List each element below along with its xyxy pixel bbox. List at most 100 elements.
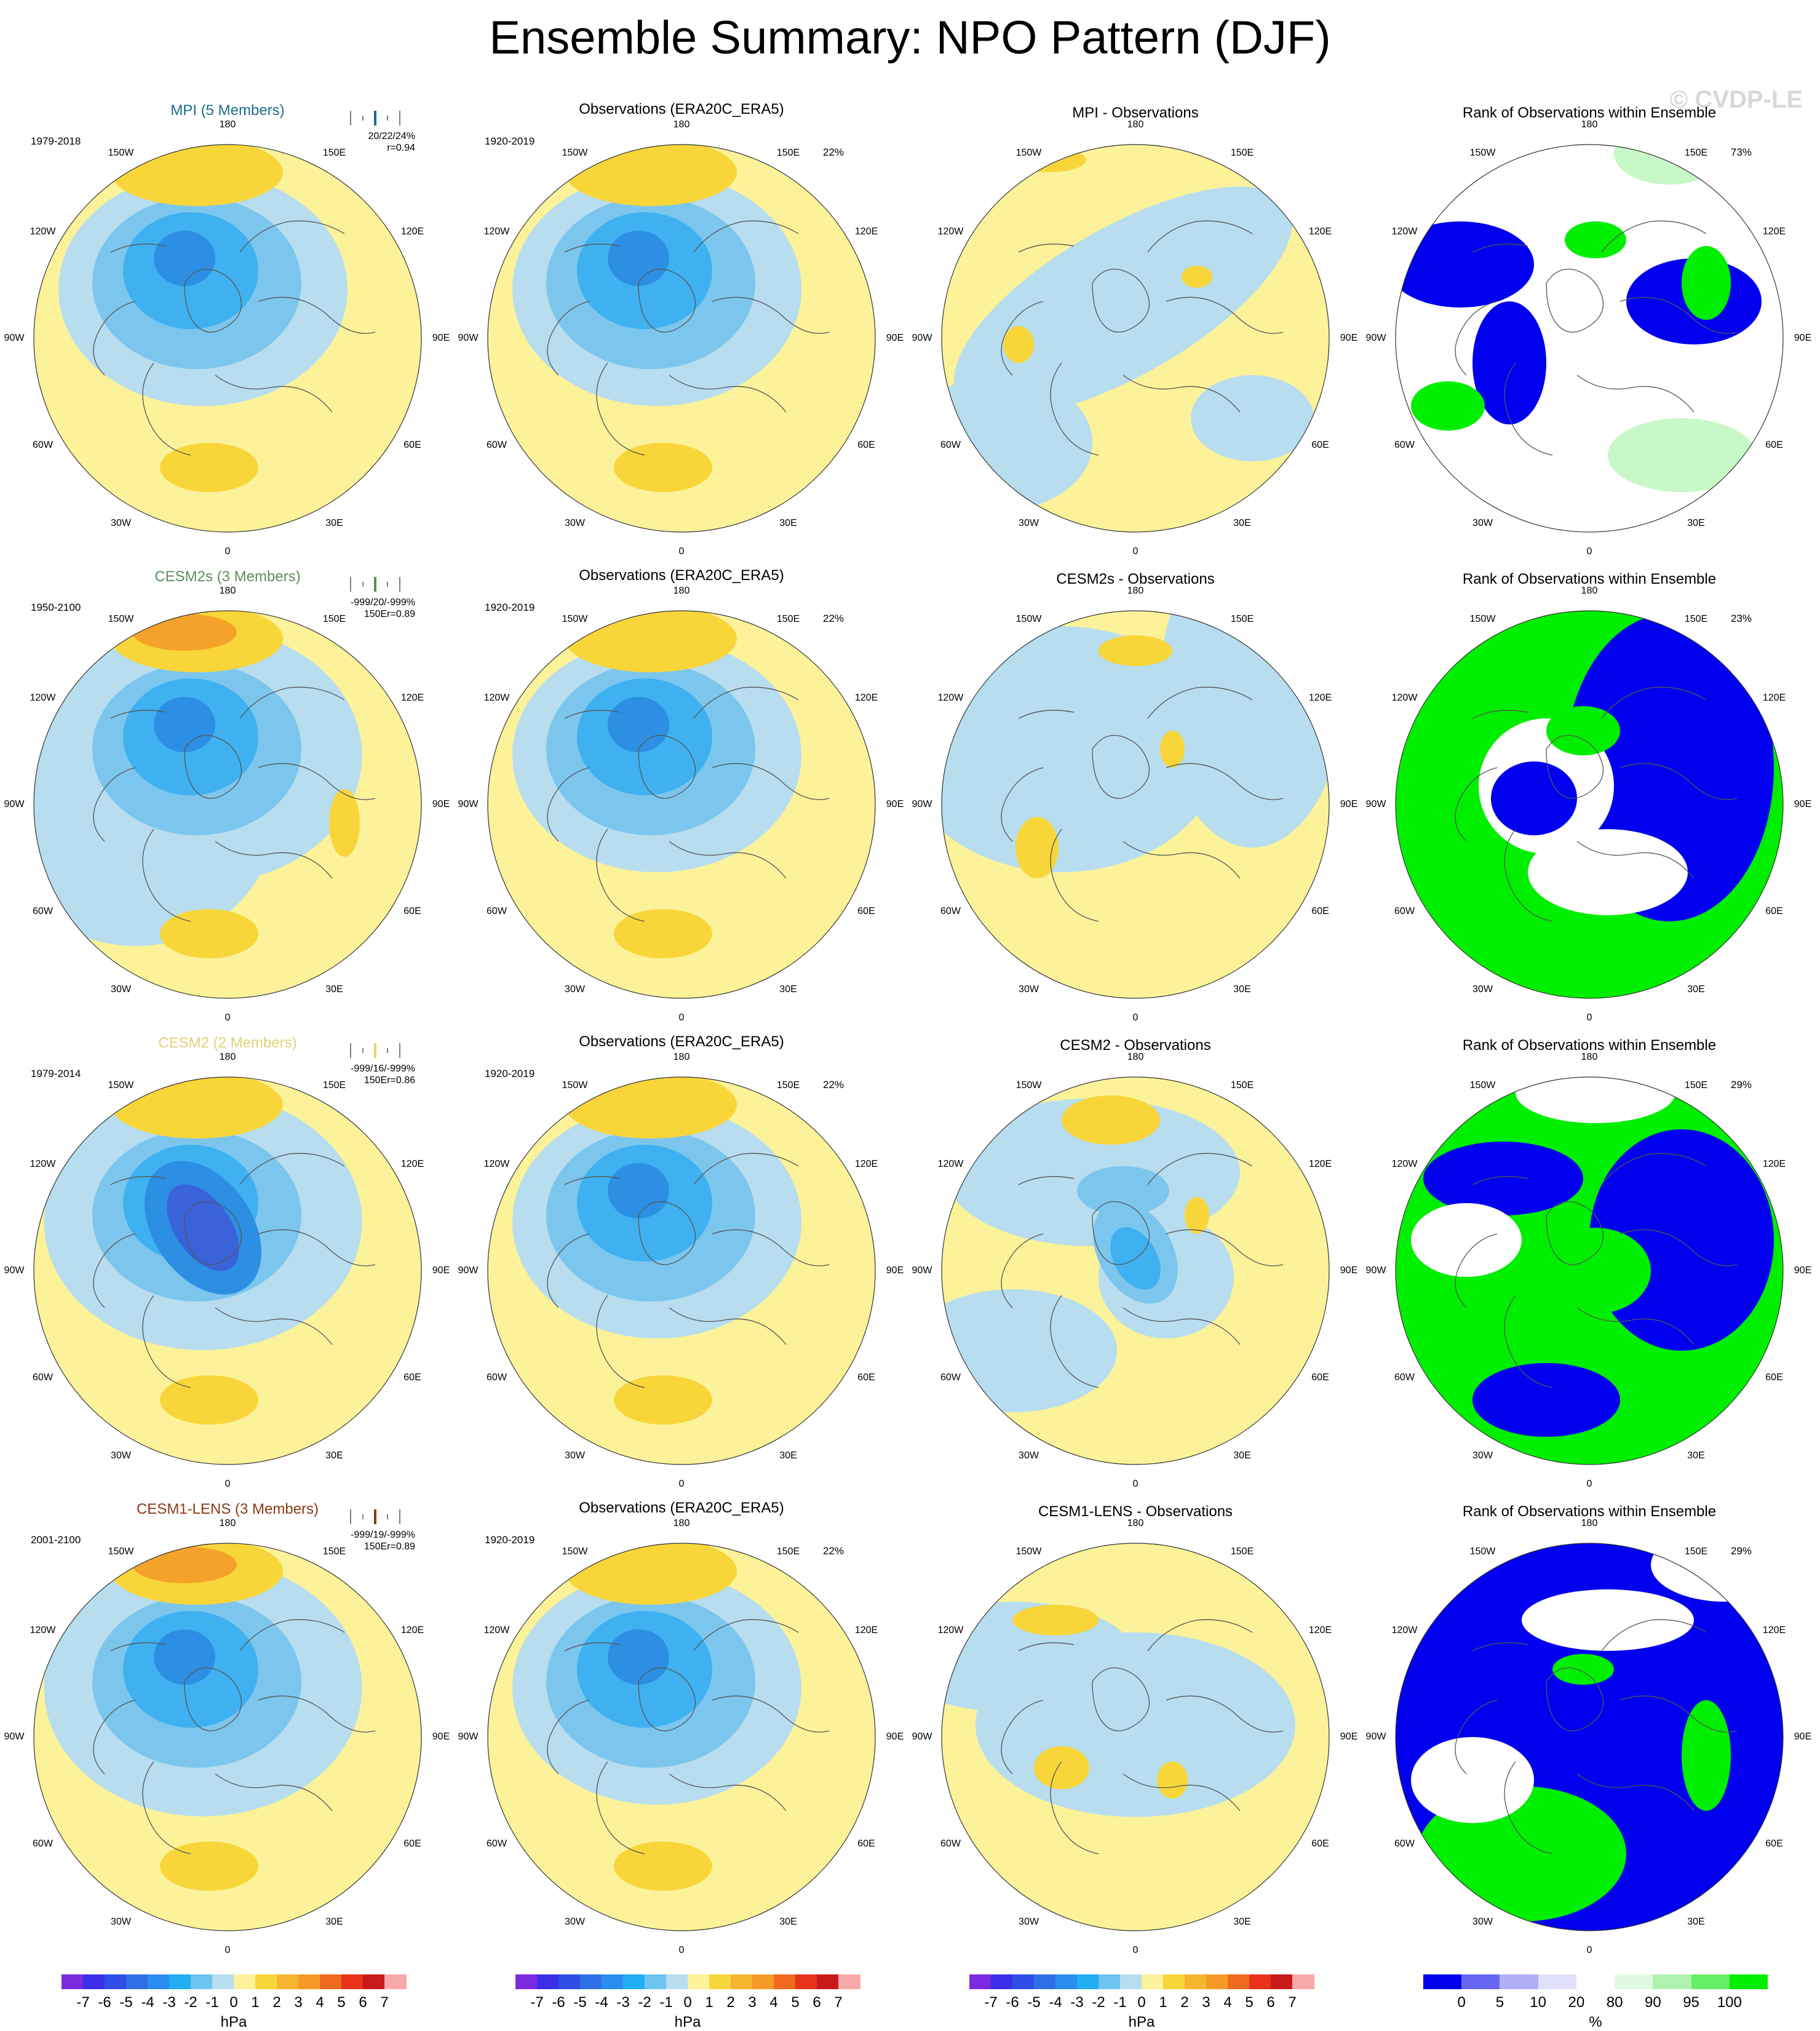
panel-title: Rank of Observations within Ensemble (1462, 1503, 1717, 1520)
colorbar-swatch (817, 1974, 839, 1989)
positive-anomaly-area (329, 789, 360, 857)
positive-anomaly-area (614, 1842, 712, 1891)
colorbar-tick-label: 6 (813, 1994, 821, 2011)
rank-white-region (1411, 1203, 1522, 1277)
longitude-label: 60W (940, 1838, 961, 1849)
coastline (638, 1667, 696, 1731)
longitude-label: 90E (886, 1731, 904, 1742)
colorbar-swatch (1538, 1974, 1577, 1989)
colorbar-tick-label: -7 (76, 1994, 90, 2011)
positive-anomaly-area (565, 1543, 737, 1605)
longitude-label: 120E (400, 1624, 424, 1636)
polar-map-model (33, 1076, 422, 1465)
coastline (1601, 1619, 1707, 1651)
coastline (239, 1619, 345, 1651)
longitude-label: 90E (432, 1731, 450, 1742)
coastline (1472, 1176, 1528, 1185)
longitude-label: 90W (912, 333, 932, 343)
colorbar-swatch (191, 1974, 213, 1989)
longitude-label: 150E (322, 1080, 346, 1091)
year-range: 1920-2019 (485, 1068, 535, 1079)
longitude-label: 180 (1581, 119, 1598, 130)
colorbar-swatch (1142, 1974, 1164, 1989)
positive-anomaly-core (132, 1546, 237, 1583)
longitude-label: 0 (1586, 1479, 1592, 1489)
positive-anomaly-area (1182, 266, 1212, 288)
longitude-label: 60E (403, 905, 421, 916)
colorbar-tick-label: 4 (769, 1994, 778, 2011)
colorbar-swatch (83, 1974, 105, 1989)
longitude-label: 30E (779, 984, 797, 995)
negative-anomaly-area (945, 1099, 1240, 1246)
longitude-label: 60W (33, 905, 53, 916)
rank-green-region (1682, 1700, 1731, 1811)
colorbar-swatch (1163, 1974, 1185, 1989)
coastline (1546, 734, 1604, 799)
longitude-label: 180 (673, 1518, 690, 1528)
map-field (488, 145, 875, 532)
longitude-label: 180 (1127, 586, 1144, 596)
rank-blue-region (1423, 1142, 1583, 1215)
longitude-label: 60E (403, 1838, 421, 1849)
coastline (1147, 1153, 1253, 1185)
longitude-label: 30W (1019, 1916, 1039, 1927)
longitude-label: 60E (857, 905, 875, 916)
coastline (1472, 710, 1528, 719)
longitude-label: 90W (4, 333, 25, 343)
rank-green-region (1540, 1228, 1651, 1314)
longitude-label: 90E (1340, 1265, 1358, 1276)
coastline (1123, 1773, 1241, 1811)
longitude-label: 90E (1794, 799, 1812, 809)
longitude-label: 60W (940, 1372, 961, 1383)
longitude-label: 30W (1472, 984, 1493, 995)
coastline (1123, 1307, 1241, 1345)
longitude-label: 0 (225, 546, 231, 557)
coastline (547, 767, 590, 842)
longitude-label: 150E (1230, 148, 1254, 159)
longitude-label: 120E (1762, 1624, 1786, 1636)
colorbar-swatch (1461, 1974, 1500, 1989)
longitude-label: 30E (1687, 517, 1705, 528)
explained-variance: 22% (823, 1079, 844, 1091)
longitude-label: 0 (1586, 1945, 1592, 1955)
colorbar-tick-label: -2 (638, 1994, 651, 2011)
colorbar-tick-label: 7 (834, 1994, 843, 2011)
longitude-label: 90W (4, 1731, 25, 1742)
map-boundary (1395, 1076, 1784, 1465)
colorbar-tick-label: -2 (1092, 1994, 1105, 2011)
longitude-label: 150W (108, 614, 134, 625)
coastline (1147, 686, 1253, 719)
panel-model-row1: MPI (5 Members) 1979-2018 20/22/24% r=0.94 1… (0, 98, 455, 557)
longitude-label: 90W (912, 799, 932, 809)
colorbar-swatch (969, 1974, 991, 1989)
longitude-label: 90E (886, 333, 904, 343)
colorbar-tick-label: -1 (205, 1994, 219, 2011)
panel-title: MPI (5 Members) (170, 102, 285, 119)
positive-anomaly-area (614, 1375, 712, 1425)
longitude-label: 180 (219, 586, 236, 596)
longitude-label: 60W (487, 905, 507, 916)
positive-anomaly-area (1160, 731, 1185, 768)
colorbar-unit: % (1589, 2014, 1602, 2030)
longitude-label: 180 (673, 119, 690, 130)
positive-anomaly-area (1034, 1746, 1089, 1789)
colorbar-tick-label: -1 (1113, 1994, 1127, 2011)
colorbar-tick-label: 5 (791, 1994, 800, 2011)
colorbar-swatch (1185, 1974, 1207, 1989)
negative-anomaly-core (154, 231, 215, 286)
longitude-label: 90E (1340, 333, 1358, 343)
colorbar-tick-label: -1 (659, 1994, 673, 2011)
panel-title: Observations (ERA20C_ERA5) (579, 101, 784, 117)
colorbar-swatch (255, 1974, 277, 1989)
colorbar-tick-label: -5 (573, 1994, 587, 2011)
pct-range: -999/16/-999% (351, 1063, 415, 1074)
coastline (712, 296, 830, 334)
longitude-label: 90W (4, 799, 25, 809)
coastline (564, 1642, 621, 1651)
longitude-label: 180 (219, 1052, 236, 1062)
year-range: 1920-2019 (485, 135, 535, 147)
colorbar-tick-label: -2 (184, 1994, 197, 2011)
longitude-label: 30E (325, 517, 343, 528)
colorbar-tick-label: 2 (726, 1994, 735, 2011)
positive-anomaly-area (1099, 635, 1172, 666)
